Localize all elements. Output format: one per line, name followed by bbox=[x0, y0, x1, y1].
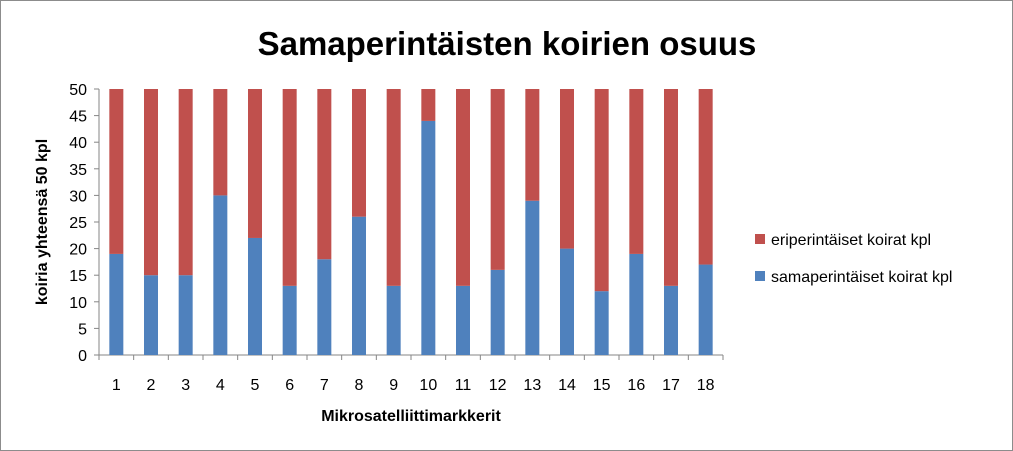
x-tick-label-18: 18 bbox=[697, 377, 715, 394]
legend-label-1: eriperintäiset koirat kpl bbox=[771, 232, 931, 249]
x-tick-label-1: 1 bbox=[112, 377, 121, 394]
bar-series-1-cat-18 bbox=[698, 89, 713, 265]
bar-series-0-cat-1 bbox=[109, 253, 124, 355]
y-tick-label-15: 15 bbox=[69, 268, 87, 285]
y-tick-label-35: 35 bbox=[69, 162, 87, 179]
x-tick-label-15: 15 bbox=[593, 377, 611, 394]
bar-series-0-cat-2 bbox=[144, 275, 158, 355]
bar-series-1-cat-12 bbox=[490, 89, 505, 270]
bar-series-0-cat-12 bbox=[490, 269, 505, 355]
bar-series-1-cat-10 bbox=[421, 89, 436, 121]
x-tick-label-5: 5 bbox=[251, 377, 260, 394]
bar-series-1-cat-5 bbox=[248, 89, 262, 238]
legend-swatch-0 bbox=[755, 271, 765, 281]
bar-series-1-cat-7 bbox=[317, 89, 332, 260]
bar-series-0-cat-7 bbox=[317, 259, 332, 355]
x-tick-label-9: 9 bbox=[389, 377, 398, 394]
x-tick-label-4: 4 bbox=[216, 377, 225, 394]
bar-series-0-cat-3 bbox=[178, 275, 193, 355]
y-axis-title: koiria yhteensä 50 kpl bbox=[34, 139, 51, 305]
x-tick-label-12: 12 bbox=[489, 377, 507, 394]
chart-title: Samaperintäisten koirien osuus bbox=[258, 25, 757, 62]
x-tick-label-14: 14 bbox=[558, 377, 576, 394]
x-tick-label-11: 11 bbox=[455, 377, 472, 394]
legend-label-0: samaperintäiset koirat kpl bbox=[771, 269, 952, 286]
legend-swatch-1 bbox=[755, 234, 765, 244]
bar-series-0-cat-16 bbox=[629, 253, 644, 355]
bar-series-1-cat-11 bbox=[456, 89, 470, 286]
y-tick-label-5: 5 bbox=[78, 321, 87, 338]
bar-series-0-cat-17 bbox=[664, 285, 678, 355]
x-axis-title: Mikrosatelliittimarkkerit bbox=[321, 408, 501, 425]
bar-series-0-cat-5 bbox=[248, 237, 262, 355]
x-tick-label-16: 16 bbox=[627, 377, 645, 394]
y-tick-label-45: 45 bbox=[69, 109, 87, 126]
x-tick-label-13: 13 bbox=[523, 377, 541, 394]
x-tick-label-3: 3 bbox=[181, 377, 190, 394]
bar-series-1-cat-6 bbox=[282, 89, 297, 286]
x-tick-label-17: 17 bbox=[662, 377, 680, 394]
legend: eriperintäiset koirat kpl samaperintäiset… bbox=[755, 232, 952, 286]
bar-series-1-cat-1 bbox=[109, 89, 124, 254]
bar-series-0-cat-8 bbox=[352, 216, 366, 355]
bar-series-1-cat-8 bbox=[352, 89, 366, 217]
bar-series-1-cat-14 bbox=[560, 89, 574, 249]
bar-series-1-cat-13 bbox=[525, 89, 540, 201]
bar-series-0-cat-13 bbox=[525, 200, 540, 355]
bar-series-1-cat-4 bbox=[213, 89, 228, 196]
bar-series-0-cat-14 bbox=[560, 248, 574, 355]
x-tick-label-2: 2 bbox=[147, 377, 156, 394]
y-tick-label-10: 10 bbox=[69, 295, 87, 312]
bar-series-0-cat-6 bbox=[282, 285, 297, 355]
bar-series-1-cat-9 bbox=[386, 89, 401, 286]
x-tick-label-8: 8 bbox=[355, 377, 364, 394]
y-axis-title-group: koiria yhteensä 50 kpl bbox=[34, 139, 51, 305]
bar-series-0-cat-4 bbox=[213, 195, 228, 355]
bar-series-1-cat-16 bbox=[629, 89, 644, 254]
y-tick-label-20: 20 bbox=[69, 242, 87, 259]
x-tick-label-6: 6 bbox=[285, 377, 294, 394]
bar-series-1-cat-3 bbox=[178, 89, 193, 276]
y-tick-label-0: 0 bbox=[78, 348, 87, 365]
bar-series-0-cat-15 bbox=[594, 291, 609, 355]
bar-series-0-cat-11 bbox=[456, 285, 470, 355]
x-tick-label-10: 10 bbox=[419, 377, 437, 394]
bar-series-1-cat-2 bbox=[144, 89, 158, 276]
x-tick-label-7: 7 bbox=[320, 377, 329, 394]
bar-series-1-cat-15 bbox=[594, 89, 609, 292]
y-tick-label-30: 30 bbox=[69, 188, 87, 205]
y-tick-label-50: 50 bbox=[69, 82, 87, 99]
bar-series-0-cat-9 bbox=[386, 285, 401, 355]
bar-series-1-cat-17 bbox=[664, 89, 678, 286]
bar-series-0-cat-10 bbox=[421, 120, 436, 355]
bar-series-0-cat-18 bbox=[698, 264, 713, 355]
y-tick-label-25: 25 bbox=[69, 215, 87, 232]
y-tick-label-40: 40 bbox=[69, 135, 87, 152]
